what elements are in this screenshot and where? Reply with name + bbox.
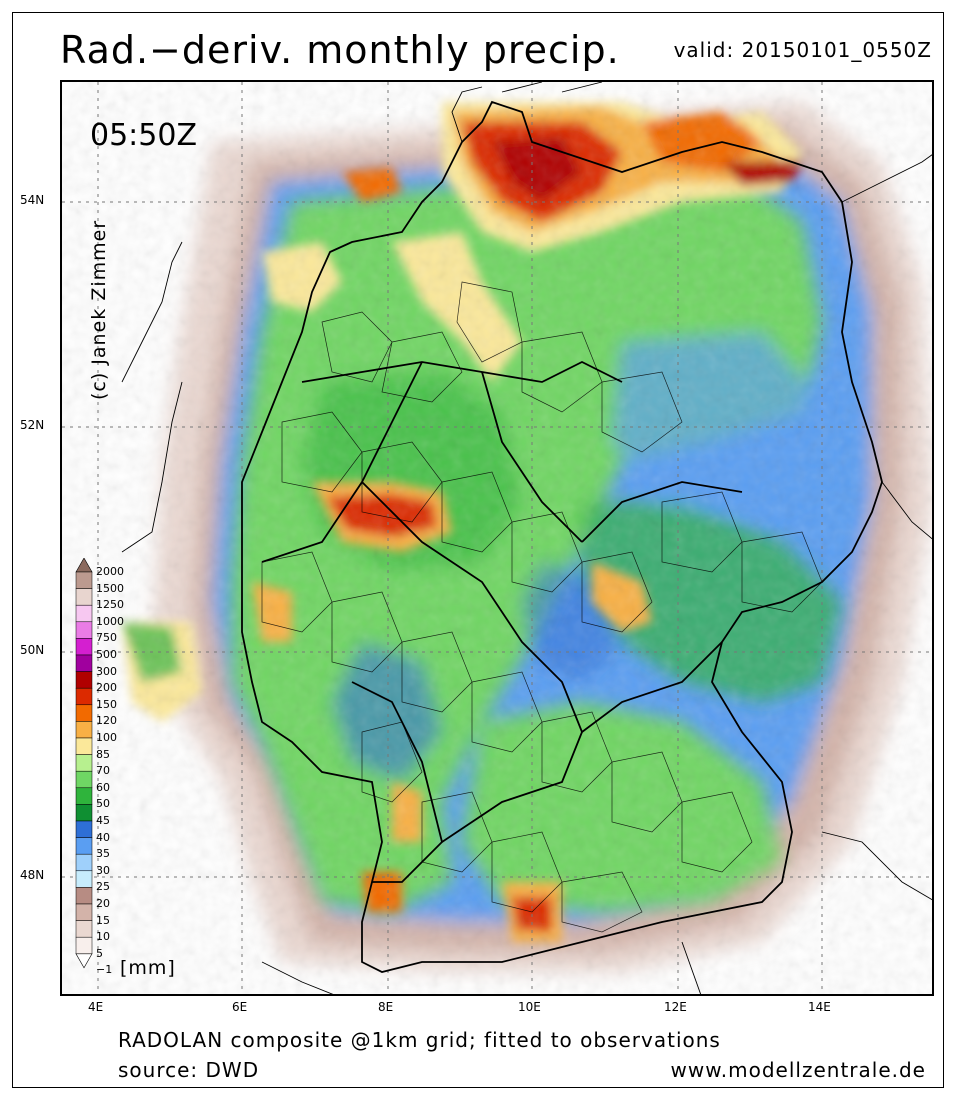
lon-label-8e: 8E	[378, 1000, 394, 1014]
legend-level-label: 30	[96, 863, 110, 877]
legend-swatch	[75, 671, 93, 689]
legend-level-label: 45	[96, 814, 110, 827]
legend-level-label: 750	[96, 631, 117, 645]
legend-swatch	[75, 770, 93, 789]
legend-level-label: 300	[96, 664, 117, 678]
lon-label-4e: 4E	[88, 1000, 104, 1014]
lat-label-52n: 52N	[20, 418, 45, 432]
coastlines	[121, 82, 932, 994]
legend-level-label: 200	[96, 681, 117, 695]
legend-arrow-bottom	[75, 953, 93, 969]
legend-level-label: 40	[96, 830, 110, 844]
legend-swatch	[75, 837, 93, 855]
lon-label-14e: 14E	[808, 1000, 831, 1014]
legend-level-label: 50	[96, 797, 110, 811]
legend-swatch	[75, 638, 93, 656]
legend-swatch	[75, 654, 93, 672]
legend-level-label: 20	[96, 897, 110, 910]
footer-description: RADOLAN composite @1km grid; fitted to o…	[118, 1028, 721, 1052]
lon-label-12e: 12E	[664, 1000, 687, 1014]
color-legend: 2000 1500 1250 1000 750 500 300 200 150 120 100 85 7…	[74, 558, 154, 990]
legend-level-label: 35	[96, 847, 110, 861]
legend-swatch	[75, 820, 93, 838]
legend-swatch	[75, 687, 93, 706]
legend-unit: [mm]	[120, 957, 176, 979]
legend-level-label: 100	[96, 731, 117, 744]
valid-time: valid: 20150101_0550Z	[673, 38, 932, 62]
legend-swatch	[75, 604, 93, 623]
legend-level-label: 5	[96, 946, 103, 960]
legend-level-label: −1	[96, 963, 113, 977]
legend-swatch	[75, 920, 93, 938]
precip-map	[60, 80, 934, 996]
legend-swatch	[75, 804, 93, 822]
legend-colorbar	[75, 558, 93, 969]
texture-layer	[62, 82, 932, 994]
legend-level-label: 120	[96, 714, 117, 728]
legend-level-label: 1000	[96, 614, 124, 628]
lat-label-50n: 50N	[20, 643, 45, 657]
credit-label: (c) Janek Zimmer	[66, 182, 110, 402]
legend-level-label: 60	[96, 780, 110, 794]
legend-swatch	[75, 853, 93, 872]
legend-level-label: 150	[96, 697, 117, 711]
legend-swatch	[75, 887, 93, 905]
legend-level-label: 2000	[96, 565, 124, 578]
lat-label-54n: 54N	[20, 193, 45, 207]
footer-source: source: DWD	[118, 1058, 260, 1082]
legend-level-label: 500	[96, 648, 117, 661]
legend-level-label: 1250	[96, 598, 124, 612]
country-border	[241, 100, 883, 973]
legend-swatch	[75, 588, 93, 606]
lat-label-48n: 48N	[20, 868, 45, 882]
lon-label-10e: 10E	[518, 1000, 541, 1014]
legend-swatch	[75, 621, 93, 639]
legend-swatch	[75, 787, 93, 805]
legend-swatch	[75, 704, 93, 722]
legend-swatch	[75, 903, 93, 921]
legend-swatch	[75, 754, 93, 772]
legend-swatch	[75, 870, 93, 888]
lon-label-6e: 6E	[232, 1000, 248, 1014]
legend-swatch	[75, 721, 93, 739]
footer-website: www.modellzentrale.de	[670, 1058, 926, 1082]
legend-swatch	[75, 737, 93, 755]
time-label: 05:50Z	[90, 118, 198, 153]
legend-swatch	[75, 936, 93, 955]
map-title: Rad.−deriv. monthly precip.	[60, 28, 620, 72]
legend-level-label: 10	[96, 930, 110, 944]
legend-level-label: 70	[96, 764, 110, 778]
legend-arrow-top	[75, 558, 93, 573]
precip-map-svg	[62, 82, 932, 994]
legend-level-label: 1500	[96, 581, 124, 595]
legend-swatch	[75, 571, 93, 589]
credit-text: (c) Janek Zimmer	[88, 219, 110, 400]
legend-level-label: 15	[96, 913, 110, 927]
district-borders	[261, 281, 823, 933]
legend-level-label: 85	[96, 747, 110, 761]
legend-level-label: 25	[96, 880, 110, 894]
